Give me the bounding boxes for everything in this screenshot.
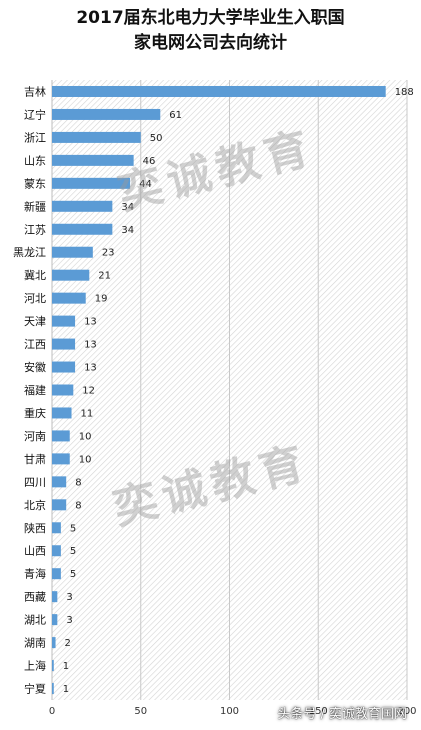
category-label: 青海	[24, 567, 46, 581]
bar-15	[52, 430, 70, 442]
data-label: 12	[82, 386, 95, 397]
x-tick-label: 0	[49, 706, 55, 717]
bar-10	[52, 315, 76, 327]
category-label: 新疆	[24, 199, 46, 213]
x-tick-label: 100	[220, 706, 239, 717]
category-label: 陕西	[24, 521, 46, 535]
data-label: 10	[79, 431, 92, 442]
data-label: 13	[84, 340, 97, 351]
category-label: 重庆	[24, 406, 46, 420]
x-tick-label: 50	[134, 706, 147, 717]
category-label: 福建	[24, 383, 46, 397]
bar-11	[52, 338, 76, 350]
bar-17	[52, 476, 67, 488]
data-label: 8	[75, 477, 81, 488]
chart-title: 2017届东北电力大学毕业生入职国 家电网公司去向统计	[0, 6, 421, 56]
category-label: 甘肃	[24, 453, 46, 466]
category-label: 冀北	[24, 268, 46, 282]
category-label: 蒙东	[24, 177, 46, 190]
data-label: 34	[121, 225, 134, 236]
bar-3	[52, 154, 134, 166]
data-label: 11	[81, 408, 94, 419]
bar-24	[52, 637, 56, 649]
category-label: 浙江	[24, 131, 46, 144]
data-label: 21	[98, 271, 111, 282]
category-label: 河南	[24, 430, 46, 443]
bar-18	[52, 499, 67, 511]
category-label: 山东	[24, 154, 46, 167]
bar-5	[52, 200, 113, 212]
bar-8	[52, 269, 90, 281]
chart-title-line-1: 2017届东北电力大学毕业生入职国	[76, 8, 345, 28]
category-label: 江苏	[24, 223, 46, 236]
data-label: 13	[84, 363, 97, 374]
category-label: 上海	[24, 659, 46, 673]
data-label: 61	[169, 110, 182, 121]
bar-4	[52, 177, 131, 189]
data-label: 188	[395, 87, 414, 98]
category-label: 河北	[24, 292, 46, 305]
data-label: 1	[63, 684, 69, 695]
bar-16	[52, 453, 70, 465]
data-label: 1	[63, 661, 69, 672]
bar-0	[52, 85, 386, 97]
data-label: 8	[75, 500, 81, 511]
category-label: 江西	[24, 338, 46, 351]
data-label: 44	[139, 179, 152, 190]
category-label: 湖南	[24, 637, 46, 650]
bar-21	[52, 568, 61, 580]
chart-title-line-2: 家电网公司去向统计	[134, 33, 287, 53]
bar-12	[52, 361, 76, 373]
category-label: 黑龙江	[13, 246, 46, 259]
data-label: 23	[102, 248, 115, 259]
x-tick-label: 150	[309, 706, 328, 717]
bars	[52, 85, 386, 695]
data-label: 34	[121, 202, 134, 213]
bar-13	[52, 384, 74, 396]
data-label: 2	[65, 638, 71, 649]
bar-7	[52, 246, 93, 258]
footer-watermark: 头条号 / 奕诚教育国网	[277, 707, 407, 722]
data-label: 3	[66, 592, 72, 603]
bar-19	[52, 522, 61, 534]
category-label: 四川	[24, 476, 46, 489]
bar-2	[52, 131, 141, 143]
bar-26	[52, 683, 54, 695]
category-label: 吉林	[24, 84, 46, 98]
data-label: 5	[70, 546, 76, 557]
bar-9	[52, 292, 86, 304]
data-label: 3	[66, 615, 72, 626]
category-label: 山西	[24, 545, 46, 558]
category-label: 湖北	[24, 614, 46, 627]
bar-22	[52, 591, 58, 603]
data-label: 5	[70, 523, 76, 534]
data-label: 46	[143, 156, 156, 167]
category-label: 北京	[24, 498, 46, 512]
x-tick-label: 200	[397, 706, 416, 717]
data-label: 10	[79, 454, 92, 465]
category-label: 辽宁	[24, 107, 46, 121]
bar-23	[52, 614, 58, 626]
bar-1	[52, 108, 161, 120]
category-label: 西藏	[24, 591, 46, 604]
data-label: 13	[84, 317, 97, 328]
bar-25	[52, 660, 54, 672]
data-label: 5	[70, 569, 76, 580]
category-label: 安徽	[24, 360, 46, 374]
category-label: 宁夏	[24, 682, 46, 696]
data-label: 19	[95, 294, 108, 305]
bar-20	[52, 545, 61, 557]
category-label: 天津	[24, 315, 46, 328]
data-label: 50	[150, 133, 163, 144]
bar-14	[52, 407, 72, 419]
bar-6	[52, 223, 113, 235]
